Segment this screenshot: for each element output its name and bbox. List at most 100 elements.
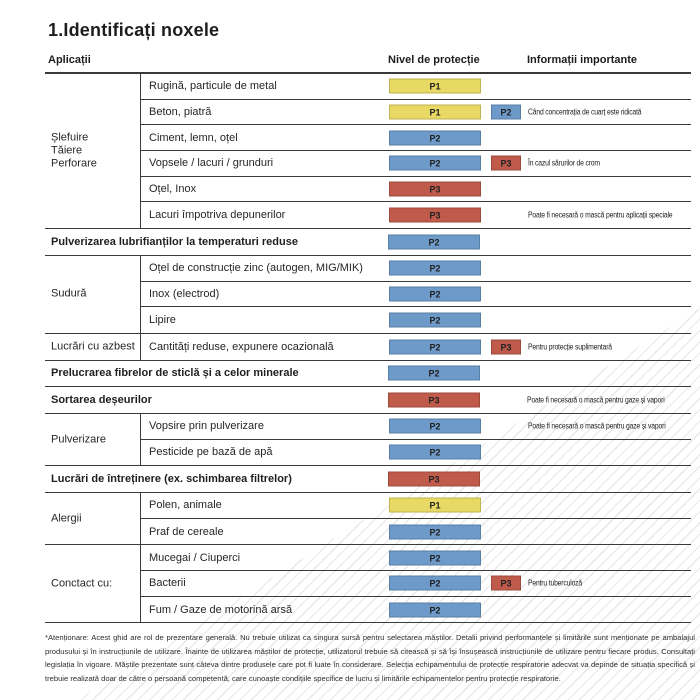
table-section-full: Prelucrarea fibrelor de sticlă și a celo… <box>45 361 691 388</box>
row-label: Lucrări de întreținere (ex. schimbarea f… <box>51 473 292 486</box>
protection-badge: P2 <box>389 155 481 171</box>
row-label: Inox (electrod) <box>149 287 220 300</box>
table-row: Lipire P2 <box>141 307 691 333</box>
table-row: Mucegai / Ciuperci P2 <box>141 545 691 572</box>
group-label: Lucrări cu azbest <box>51 340 135 353</box>
row-label: Vopsele / lacuri / grunduri <box>149 157 274 170</box>
protection-badge: P2 <box>388 365 480 381</box>
row-label: Oțel de construcție zinc (autogen, MIG/M… <box>149 262 363 275</box>
row-label: Polen, animale <box>149 499 222 512</box>
table-row: Rugină, particule de metal P1 <box>141 74 691 100</box>
group-label: Alergii <box>51 512 82 525</box>
table-header: Aplicații Nivel de protecție Informații … <box>45 54 691 72</box>
protection-badge: P2 <box>389 286 481 302</box>
protection-badge: P2 <box>389 602 481 618</box>
table-row: Sortarea deșeurilor P3 Poate fi necesară o… <box>45 387 691 413</box>
group-rows: Oțel de construcție zinc (autogen, MIG/M… <box>140 255 691 333</box>
row-label: Praf de cereale <box>149 525 224 538</box>
page-title: 1.Identificați noxele <box>48 20 220 40</box>
protection-badge: P2 <box>389 260 481 276</box>
important-info-text: Poate fi necesară o mască pentru gaze și… <box>528 421 666 431</box>
table-section-group: Sudură Oțel de construcție zinc (autogen,… <box>45 255 691 334</box>
table-row: Lacuri împotriva depunerilor P3 Poate fi n… <box>141 202 691 228</box>
group-rows: Vopsire prin pulverizare P2 Poate fi neces… <box>140 413 691 466</box>
important-info-text: Pentru protecție suplimentară <box>528 342 612 352</box>
group-rows: Rugină, particule de metal P1 Beton, piatr… <box>140 74 691 229</box>
secondary-protection-badge: P3 <box>491 339 521 355</box>
protection-badge: P2 <box>389 524 481 540</box>
column-header-protection: Nivel de protecție <box>388 54 480 66</box>
important-info-text: În cazul sărurilor de crom <box>528 158 600 168</box>
group-rows: Cantități reduse, expunere ocazională P2 P… <box>140 333 691 360</box>
column-header-applications: Aplicații <box>48 54 91 66</box>
row-label: Rugină, particule de metal <box>149 80 277 93</box>
table-section-full: Pulverizarea lubrifianților la temperatu… <box>45 229 691 256</box>
protection-badge: P3 <box>389 181 481 197</box>
secondary-protection-badge: P3 <box>491 575 521 591</box>
table-row: Prelucrarea fibrelor de sticlă și a celo… <box>45 361 691 387</box>
group-rows: Mucegai / Ciuperci P2 Bacterii P2 P3 Pentru t… <box>140 545 691 623</box>
hazard-table: Șlefuire Tăiere Perforare Rugină, particu… <box>45 72 691 624</box>
table-row: Beton, piatră P1 P2 Când concentrația de cu… <box>141 100 691 126</box>
row-label: Cantități reduse, expunere ocazională <box>149 340 334 353</box>
protection-badge: P2 <box>389 575 481 591</box>
group-rows: Polen, animale P1 Praf de cereale P2 <box>140 493 691 545</box>
important-info-text: Poate fi necesară o mască pentru gaze și… <box>527 395 665 405</box>
protection-badge: P2 <box>389 339 481 355</box>
row-label: Vopsire prin pulverizare <box>149 420 264 433</box>
protection-badge: P2 <box>389 550 481 566</box>
table-row: Inox (electrod) P2 <box>141 282 691 308</box>
row-label: Beton, piatră <box>149 106 212 119</box>
table-section-full: Sortarea deșeurilor P3 Poate fi necesară o… <box>45 387 691 414</box>
protection-badge: P2 <box>389 444 481 460</box>
table-row: Oțel, Inox P3 <box>141 177 691 203</box>
table-row: Vopsele / lacuri / grunduri P2 P3 În cazul … <box>141 151 691 177</box>
table-row: Bacterii P2 P3 Pentru tuberculoză <box>141 571 691 597</box>
table-row: Polen, animale P1 <box>141 493 691 519</box>
group-label: Conctact cu: <box>51 577 113 590</box>
row-label: Pulverizarea lubrifianților la temperatu… <box>51 235 298 248</box>
protection-badge: P3 <box>389 207 481 223</box>
table-section-group: Conctact cu: Mucegai / Ciuperci P2 Bacterii… <box>45 545 691 624</box>
row-label: Sortarea deșeurilor <box>51 394 152 407</box>
row-label: Prelucrarea fibrelor de sticlă și a celo… <box>51 367 299 380</box>
important-info-text: Poate fi necesară o mască pentru aplicaț… <box>528 210 673 220</box>
row-label: Oțel, Inox <box>149 183 197 196</box>
protection-badge: P3 <box>388 471 480 487</box>
table-row: Pesticide pe bază de apă P2 <box>141 440 691 466</box>
table-row: Ciment, lemn, oțel P2 <box>141 125 691 152</box>
table-row: Fum / Gaze de motorină arsă P2 <box>141 597 691 623</box>
protection-badge: P2 <box>389 312 481 328</box>
row-label: Bacterii <box>149 577 186 590</box>
row-label: Ciment, lemn, oțel <box>149 131 238 144</box>
protection-badge: P1 <box>389 497 481 513</box>
row-label: Mucegai / Ciuperci <box>149 551 241 564</box>
group-label: Sudură <box>51 287 87 300</box>
table-row: Pulverizarea lubrifianților la temperatu… <box>45 229 691 255</box>
group-label: Șlefuire Tăiere Perforare <box>51 131 97 170</box>
table-row: Oțel de construcție zinc (autogen, MIG/M… <box>141 256 691 282</box>
table-section-group: Șlefuire Tăiere Perforare Rugină, particu… <box>45 74 691 230</box>
table-section-full: Lucrări de întreținere (ex. schimbarea f… <box>45 466 691 493</box>
row-label: Lipire <box>149 314 176 327</box>
group-label: Pulverizare <box>51 433 107 446</box>
table-row: Vopsire prin pulverizare P2 Poate fi neces… <box>141 414 691 440</box>
column-header-info: Informații importante <box>527 54 638 66</box>
row-label: Pesticide pe bază de apă <box>149 446 273 459</box>
important-info-text: Pentru tuberculoză <box>528 578 583 588</box>
table-row: Lucrări de întreținere (ex. schimbarea f… <box>45 466 691 492</box>
protection-badge: P2 <box>388 234 480 250</box>
row-label: Fum / Gaze de motorină arsă <box>149 603 293 616</box>
table-section-group: Pulverizare Vopsire prin pulverizare P2 Poa… <box>45 413 691 467</box>
protection-badge: P2 <box>389 130 481 146</box>
row-label: Lacuri împotriva depunerilor <box>149 209 286 222</box>
table-section-group: Alergii Polen, animale P1 Praf de cereale P2 <box>45 493 691 546</box>
secondary-protection-badge: P2 <box>491 104 521 120</box>
table-section-group: Lucrări cu azbest Cantități reduse, expun… <box>45 333 691 361</box>
table-row: Praf de cereale P2 <box>141 519 691 545</box>
important-info-text: Când concentrația de cuarț este ridicată <box>528 107 642 117</box>
protection-badge: P2 <box>389 418 481 434</box>
protection-badge: P3 <box>388 392 480 408</box>
table-row: Cantități reduse, expunere ocazională P2 P… <box>141 334 691 360</box>
